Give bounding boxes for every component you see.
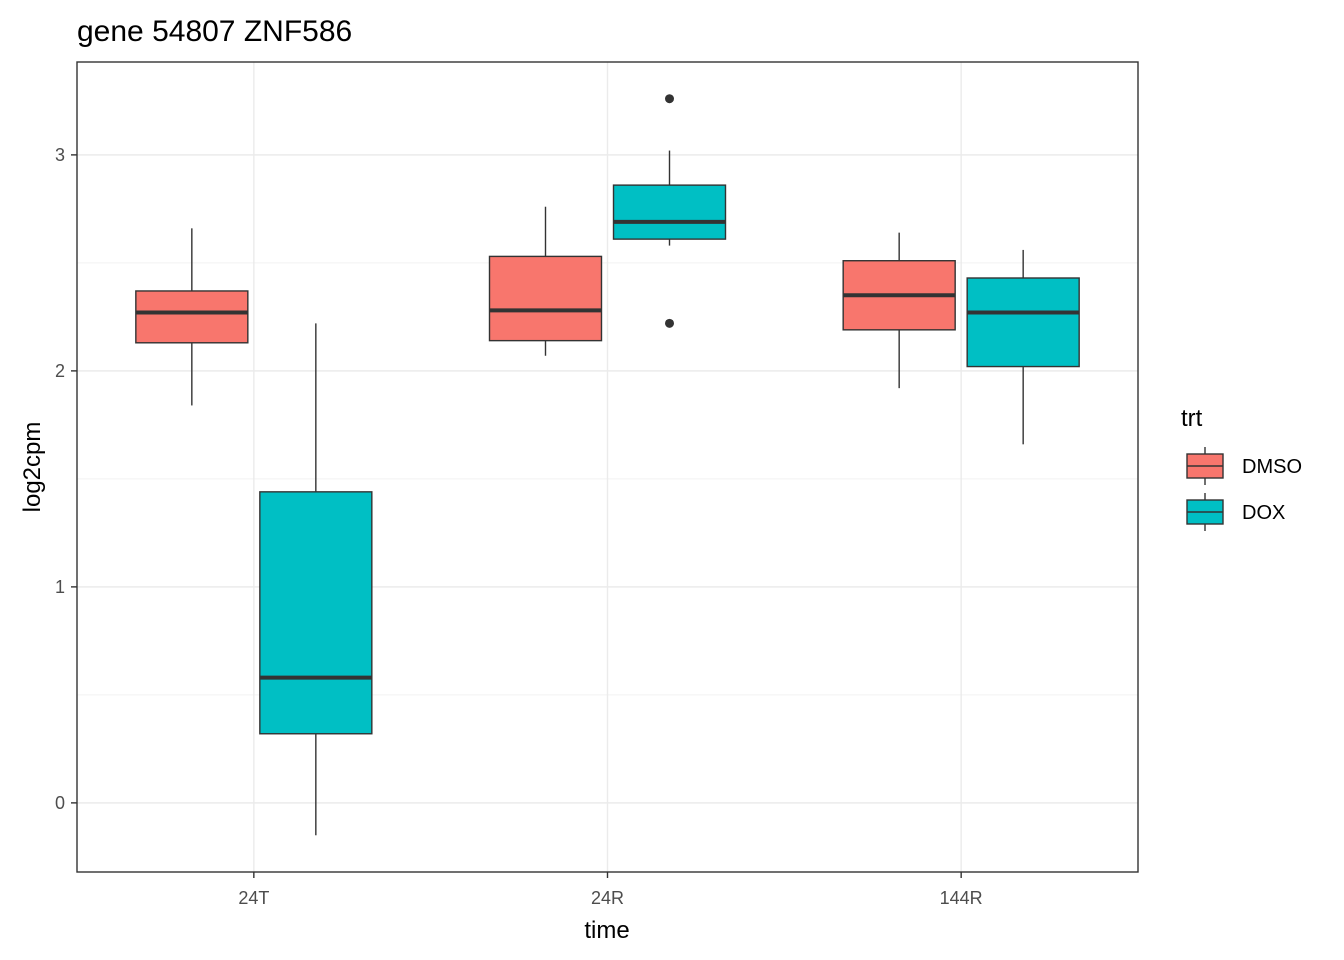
legend-title: trt [1181, 405, 1203, 432]
gridlines [77, 62, 1138, 872]
y-tick-label: 2 [55, 361, 65, 381]
iqr-box [488, 255, 603, 342]
legend-item-dox: DOX [1186, 493, 1285, 531]
box-dmso-144r [842, 232, 956, 389]
y-axis-title: log2cpm [19, 422, 46, 513]
box-dox-24t [259, 323, 373, 836]
x-tick-label: 144R [940, 888, 983, 908]
chart-title: gene 54807 ZNF586 [77, 15, 352, 48]
y-tick-label: 1 [55, 577, 65, 597]
legend-item-dmso: DMSO [1186, 447, 1302, 485]
legend-label: DOX [1242, 502, 1285, 524]
outlier-point [665, 94, 674, 104]
iqr-box [135, 290, 249, 344]
box-dmso-24t [135, 228, 249, 406]
x-axis-title: time [584, 917, 629, 944]
outlier-point [665, 318, 674, 328]
box-dmso-24r [488, 206, 603, 356]
y-tick-label: 0 [55, 793, 65, 813]
y-axis: 0 1 2 3 [55, 145, 77, 813]
x-tick-label: 24R [591, 888, 624, 908]
x-tick-label: 24T [238, 888, 269, 908]
iqr-box [612, 184, 727, 240]
legend-label: DMSO [1242, 456, 1302, 478]
iqr-box [966, 277, 1080, 368]
legend: trt DMSO DOX [1181, 405, 1302, 531]
iqr-box [259, 491, 373, 735]
box-dox-24r [612, 94, 727, 328]
box-dox-144r [966, 249, 1080, 445]
x-axis: 24T 24R 144R [238, 872, 983, 908]
y-tick-label: 3 [55, 145, 65, 165]
box-marks [135, 94, 1080, 836]
